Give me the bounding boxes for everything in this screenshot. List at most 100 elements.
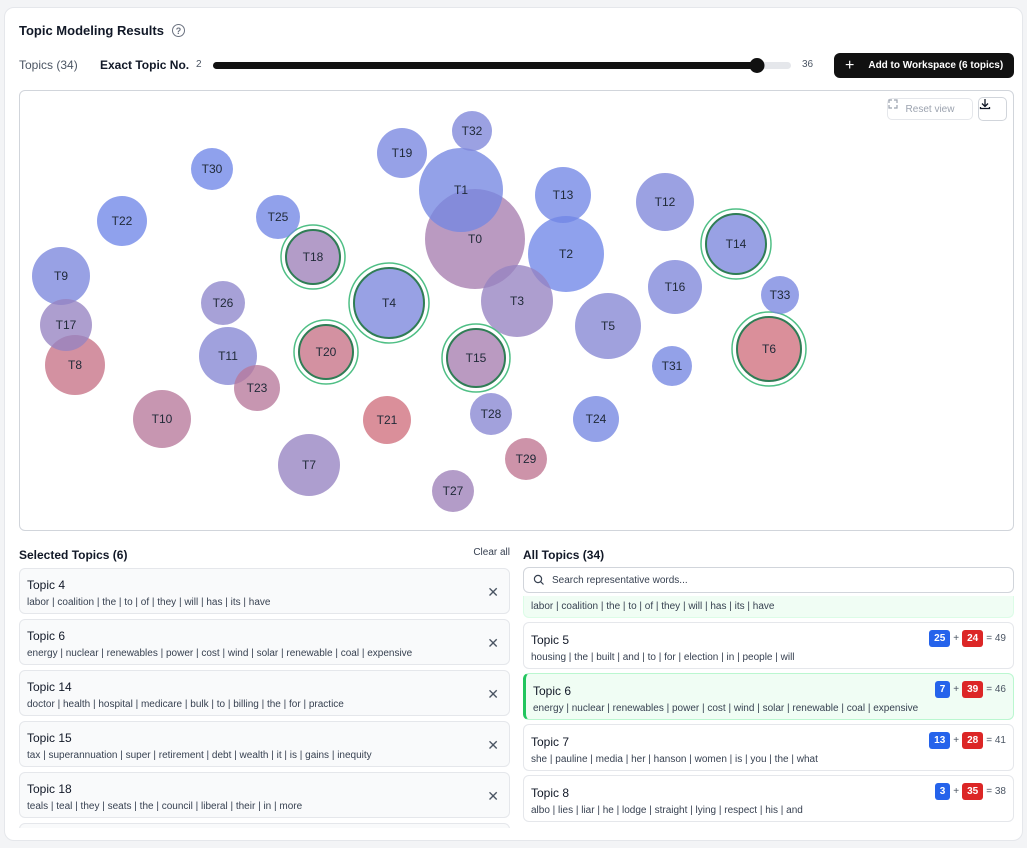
topic-bubble-t5[interactable] xyxy=(575,293,641,359)
bubble-label: T20 xyxy=(316,345,337,359)
topic-bubble-t20[interactable] xyxy=(298,324,354,380)
selected-topic-item[interactable] xyxy=(19,823,510,828)
topic-list-item[interactable]: labor | coalition | the | to | of | they… xyxy=(523,596,1014,618)
red-count-badge: 28 xyxy=(962,732,984,749)
topic-list-item[interactable]: Topic 7 13 +28 = 41 she | pauline | media | … xyxy=(523,724,1014,771)
topic-counts: 13 +28 = 41 xyxy=(929,732,1006,749)
selected-topics-title: Selected Topics (6) xyxy=(19,548,128,562)
topic-counts: 7 +39 = 46 xyxy=(934,681,1006,698)
topic-bubble-t30[interactable] xyxy=(191,148,233,190)
topic-bubble-t3[interactable] xyxy=(481,265,553,337)
selected-topic-item[interactable]: Topic 14 doctor | health | hospital | med… xyxy=(19,670,510,716)
slider-min-label: 2 xyxy=(196,59,202,70)
bubble-label: T5 xyxy=(601,319,615,333)
topic-bubble-t12[interactable] xyxy=(636,173,694,231)
title-row: Topic Modeling Results ? xyxy=(19,23,185,38)
expand-icon xyxy=(888,99,898,109)
bubble-label: T26 xyxy=(213,296,234,310)
topic-bubble-t14[interactable] xyxy=(705,213,767,275)
bubble-label: T33 xyxy=(770,288,791,302)
topic-bubble-t6[interactable] xyxy=(736,316,802,382)
topic-bubble-t24[interactable] xyxy=(573,396,619,442)
bubble-label: T15 xyxy=(466,351,487,365)
topic-bubble-t2[interactable] xyxy=(528,216,604,292)
bubble-label: T19 xyxy=(392,146,413,160)
all-topics-list: labor | coalition | the | to | of | they… xyxy=(523,596,1014,828)
topic-bubble-t29[interactable] xyxy=(505,438,547,480)
bubble-label: T28 xyxy=(481,407,502,421)
all-topics-title: All Topics (34) xyxy=(523,548,605,562)
topic-bubble-map[interactable]: T0 T1 T2 T3 T4 T5 T6 T7 T8 T9 T10 T11 T12 T13 T14 T15 T1… xyxy=(19,90,1014,531)
selected-topic-item[interactable]: Topic 18 teals | teal | they | seats | th… xyxy=(19,772,510,818)
topic-bubble-t7[interactable] xyxy=(278,434,340,496)
topic-bubble-t13[interactable] xyxy=(535,167,591,223)
topic-bubble-t18[interactable] xyxy=(285,229,341,285)
topic-bubble-t10[interactable] xyxy=(133,390,191,448)
blue-count-badge: 25 xyxy=(929,630,951,647)
remove-topic-icon[interactable]: ✕ xyxy=(487,635,499,651)
topic-bubble-t21[interactable] xyxy=(363,396,411,444)
topic-count-slider[interactable] xyxy=(213,58,791,73)
topic-bubble-t26[interactable] xyxy=(201,281,245,325)
bubble-chart: T0 T1 T2 T3 T4 T5 T6 T7 T8 T9 T10 T11 T12 T13 T14 T15 T1… xyxy=(32,111,807,512)
topic-bubble-t25[interactable] xyxy=(256,195,300,239)
topic-words: she | pauline | media | her | hanson | w… xyxy=(531,754,818,765)
bubble-label: T16 xyxy=(665,280,686,294)
plus-sign: + xyxy=(953,633,960,644)
topic-bubble-t15[interactable] xyxy=(446,328,506,388)
red-count-badge: 35 xyxy=(962,783,984,800)
topic-bubble-t22[interactable] xyxy=(97,196,147,246)
topic-bubble-t27[interactable] xyxy=(432,470,474,512)
topic-words: labor | coalition | the | to | of | they… xyxy=(531,601,775,612)
topic-list-item[interactable]: Topic 6 7 +39 = 46 energy | nuclear | renewa… xyxy=(523,673,1014,720)
reset-view-button[interactable]: Reset view xyxy=(887,98,973,120)
remove-topic-icon[interactable]: ✕ xyxy=(487,737,499,753)
topic-words: tax | superannuation | super | retiremen… xyxy=(27,750,372,761)
bubble-label: T31 xyxy=(662,359,683,373)
topic-name: Topic 14 xyxy=(27,680,72,694)
slider-thumb[interactable] xyxy=(749,58,765,73)
topic-bubble-t9[interactable] xyxy=(32,247,90,305)
topics-count: Topics (34) xyxy=(19,58,78,72)
topic-list-item[interactable]: Topic 8 3 +35 = 38 albo | lies | liar | he |… xyxy=(523,775,1014,822)
topic-bubble-t33[interactable] xyxy=(761,276,799,314)
topic-bubble-t23[interactable] xyxy=(234,365,280,411)
selected-ring xyxy=(731,311,807,387)
topic-bubble-t4[interactable] xyxy=(353,267,425,339)
add-to-workspace-button[interactable]: + Add to Workspace (6 topics) xyxy=(834,53,1014,78)
topic-bubble-t31[interactable] xyxy=(652,346,692,386)
total-count: = 46 xyxy=(986,684,1006,695)
exact-topic-label: Exact Topic No. xyxy=(100,58,190,72)
topic-list-item[interactable]: Topic 5 25 +24 = 49 housing | the | built | … xyxy=(523,622,1014,669)
remove-topic-icon[interactable]: ✕ xyxy=(487,686,499,702)
selected-topic-item[interactable]: Topic 4 labor | coalition | the | to | of… xyxy=(19,568,510,614)
bubble-label: T11 xyxy=(218,349,238,363)
remove-topic-icon[interactable]: ✕ xyxy=(487,788,499,804)
search-input[interactable] xyxy=(550,572,1000,589)
reset-view-label: Reset view xyxy=(905,103,955,115)
plus-icon: + xyxy=(845,56,855,74)
bubble-label: T2 xyxy=(559,247,573,261)
topic-words: doctor | health | hospital | medicare | … xyxy=(27,699,344,710)
topic-bubble-t17[interactable] xyxy=(40,299,92,351)
selected-topic-item[interactable]: Topic 15 tax | superannuation | super | r… xyxy=(19,721,510,767)
clear-all-button[interactable]: Clear all xyxy=(473,547,510,558)
selected-topics-list: Topic 4 labor | coalition | the | to | of… xyxy=(19,568,510,828)
download-button[interactable] xyxy=(978,97,1007,121)
topic-bubble-t16[interactable] xyxy=(648,260,702,314)
topic-name: Topic 7 xyxy=(531,735,570,749)
remove-topic-icon[interactable]: ✕ xyxy=(487,584,499,600)
help-icon[interactable]: ? xyxy=(171,24,185,37)
bubble-label: T7 xyxy=(302,458,316,472)
topic-counts: 25 +24 = 49 xyxy=(929,630,1006,647)
selected-topic-item[interactable]: Topic 6 energy | nuclear | renewables | p… xyxy=(19,619,510,665)
bubble-label: T29 xyxy=(516,452,537,466)
topic-bubble-t28[interactable] xyxy=(470,393,512,435)
topic-bubble-t1[interactable] xyxy=(419,148,503,232)
topic-bubble-t32[interactable] xyxy=(452,111,492,151)
blue-count-badge: 7 xyxy=(934,681,951,698)
topic-name: Topic 5 xyxy=(531,633,570,647)
topic-words: housing | the | built | and | to | for |… xyxy=(531,652,795,663)
topic-bubble-t19[interactable] xyxy=(377,128,427,178)
bubble-label: T17 xyxy=(56,318,77,332)
